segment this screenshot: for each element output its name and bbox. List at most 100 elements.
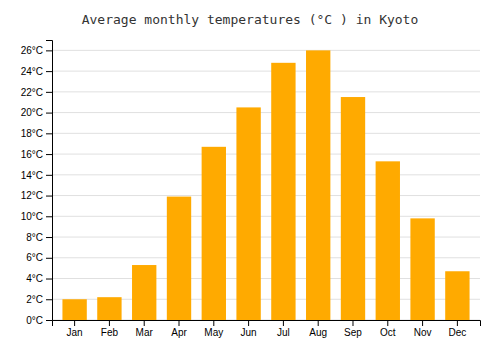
bar [236, 107, 260, 320]
bar [410, 218, 434, 320]
tick: 22°C [21, 87, 52, 98]
tick-mark [109, 320, 110, 326]
tick-mark [46, 216, 52, 217]
axis-line [46, 41, 53, 321]
tick: 6°C [26, 252, 52, 263]
tick-label: May [204, 327, 223, 338]
tick-label: Jan [67, 327, 83, 338]
tick-label: 16°C [21, 149, 43, 160]
tick: 0°C [26, 315, 52, 326]
tick: 26°C [21, 45, 52, 56]
tick-mark [422, 320, 423, 326]
tick-label: 12°C [21, 190, 43, 201]
tick: 24°C [21, 66, 52, 77]
tick-label: 10°C [21, 211, 43, 222]
tick-label: 18°C [21, 128, 43, 139]
grid-line [52, 216, 480, 217]
tick-mark [46, 258, 52, 259]
grid-line [52, 50, 480, 51]
tick: Jan [67, 320, 83, 338]
tick: Dec [448, 320, 466, 338]
bar [97, 297, 121, 320]
tick-mark [213, 320, 214, 326]
tick-label: Mar [136, 327, 154, 338]
tick: 2°C [26, 294, 52, 305]
grid [52, 50, 480, 320]
grid-line [52, 195, 480, 196]
tick-mark [179, 320, 180, 326]
tick-mark [144, 320, 145, 326]
tick: 10°C [21, 211, 52, 222]
tick-label: Jul [277, 327, 290, 338]
bar [132, 265, 156, 320]
tick-label: 14°C [21, 170, 43, 181]
tick: Aug [309, 320, 327, 338]
title: Average monthly temperatures (°C ) in Ky… [82, 12, 419, 27]
tick-label: 20°C [21, 107, 43, 118]
y-axis: 0°C 2°C 4°C 6°C 8°C 10°C 12°C 14°C 16°C 18°C 20°C 2… [21, 41, 53, 326]
grid-line [52, 154, 480, 155]
tick: Nov [414, 320, 432, 338]
tick-mark [46, 133, 52, 134]
tick: 12°C [21, 190, 52, 201]
tick-label: 22°C [21, 87, 43, 98]
bar [202, 147, 226, 320]
tick: Mar [136, 320, 154, 338]
tick-mark [248, 320, 249, 326]
bar [445, 271, 469, 320]
bar [341, 97, 365, 320]
tick-mark [46, 299, 52, 300]
tick: 8°C [26, 232, 52, 243]
tick-label: 6°C [26, 252, 43, 263]
tick: 18°C [21, 128, 52, 139]
tick-mark [46, 50, 52, 51]
tick-label: Sep [344, 327, 362, 338]
tick-label: 24°C [21, 66, 43, 77]
bar [306, 50, 330, 320]
tick: 16°C [21, 149, 52, 160]
tick: May [204, 320, 223, 338]
tick-mark [46, 154, 52, 155]
grid-line [52, 91, 480, 92]
bar [62, 299, 86, 320]
tick-label: Oct [380, 327, 396, 338]
tick-label: Jun [241, 327, 257, 338]
bar [167, 197, 191, 320]
tick: Apr [171, 320, 187, 338]
tick-mark [46, 175, 52, 176]
tick-label: 0°C [26, 315, 43, 326]
tick-mark [46, 320, 52, 321]
tick-label: Aug [309, 327, 327, 338]
tick-mark [387, 320, 388, 326]
tick-mark [74, 320, 75, 326]
tick-mark [457, 320, 458, 326]
tick-mark [46, 113, 52, 114]
tick-label: 4°C [26, 273, 43, 284]
tick: Feb [101, 320, 119, 338]
grid-line [52, 71, 480, 72]
tick: Jun [241, 320, 257, 338]
bars [62, 50, 469, 320]
tick-mark [46, 196, 52, 197]
plot: 0°C 2°C 4°C 6°C 8°C 10°C 12°C 14°C 16°C 18°C 20°C 2… [21, 41, 481, 339]
chart: 0°C 2°C 4°C 6°C 8°C 10°C 12°C 14°C 16°C 18°C 20°C 2… [0, 0, 500, 350]
tick-mark [46, 71, 52, 72]
grid-line [52, 112, 480, 113]
grid-line [52, 174, 480, 175]
tick-label: 26°C [21, 45, 43, 56]
tick: 20°C [21, 107, 52, 118]
tick-label: Nov [414, 327, 432, 338]
tick: 4°C [26, 273, 52, 284]
tick-mark [46, 237, 52, 238]
tick-mark [46, 92, 52, 93]
axis-line [53, 321, 481, 327]
grid-line [52, 133, 480, 134]
bar [271, 63, 295, 320]
x-axis: Jan Feb Mar Apr May Jun Jul Aug Sep Oct Nov Dec [53, 320, 481, 338]
tick-label: Feb [101, 327, 119, 338]
tick-label: Apr [171, 327, 187, 338]
bar [376, 161, 400, 320]
tick-label: Dec [448, 327, 466, 338]
tick-label: 2°C [26, 294, 43, 305]
tick: Oct [380, 320, 396, 338]
